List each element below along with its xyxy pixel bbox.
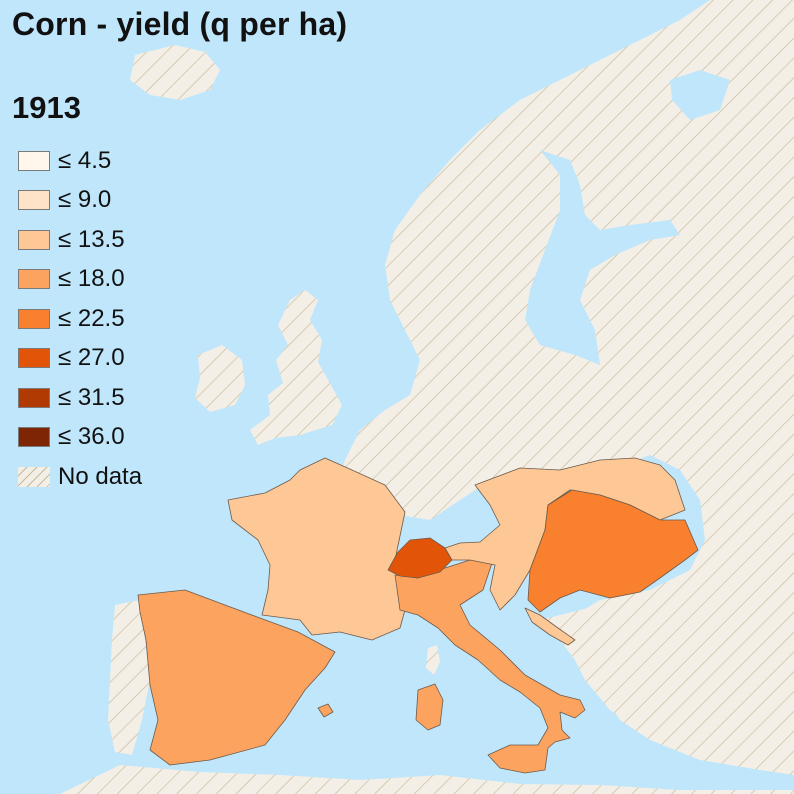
map-year: 1913 [12,90,81,125]
legend-item: ≤ 9.0 [18,181,142,221]
region-austria-dalmatia [524,607,576,646]
no-data-land-iceland [130,45,220,100]
legend-swatch [18,387,50,408]
legend-item-no-data: No data [18,457,142,497]
region-hungary [527,489,699,613]
legend-label: ≤ 31.5 [58,383,125,411]
legend-label: ≤ 27.0 [58,344,125,372]
legend: ≤ 4.5 ≤ 9.0 ≤ 13.5 ≤ 18.0 ≤ 22.5 ≤ 27.0 … [18,141,142,497]
legend-swatch [18,308,50,329]
region-spain [137,589,336,766]
no-data-land-balkans [540,600,740,745]
legend-item: ≤ 36.0 [18,418,142,458]
region-france [227,457,411,641]
legend-swatch [18,229,50,250]
legend-item: ≤ 18.0 [18,260,142,300]
legend-item: ≤ 4.5 [18,141,142,181]
inland-seas [465,70,730,650]
legend-swatch [18,269,50,290]
no-data-land-north-africa [60,765,794,794]
legend-swatch [18,427,50,448]
legend-item: ≤ 27.0 [18,339,142,379]
countries [137,457,699,774]
region-italy [394,559,586,774]
legend-swatch [18,190,50,211]
legend-item: ≤ 31.5 [18,378,142,418]
legend-label-no-data: No data [58,462,143,490]
legend-label: ≤ 36.0 [58,423,125,451]
adriatic-sea [465,560,562,650]
legend-label: ≤ 9.0 [58,186,112,214]
legend-swatch [18,150,50,171]
region-spain-baleares [317,703,334,718]
legend-swatch-no-data [18,466,50,487]
white-sea [670,70,730,120]
region-italy-sardinia [415,683,444,731]
no-data-land-portugal [108,600,150,755]
no-data-land-britain [250,290,342,445]
legend-item: ≤ 22.5 [18,299,142,339]
map-title: Corn - yield (q per ha) [12,6,348,42]
legend-label: ≤ 22.5 [58,304,125,332]
legend-label: ≤ 4.5 [58,146,112,174]
legend-label: ≤ 18.0 [58,265,125,293]
legend-item: ≤ 13.5 [18,220,142,260]
legend-swatch [18,348,50,369]
legend-label: ≤ 13.5 [58,225,125,253]
no-data-lands [60,0,794,794]
no-data-land-corsica [426,645,440,675]
no-data-land-mainland [335,0,794,775]
no-data-land-ireland [195,345,245,412]
baltic-sea [525,150,680,365]
